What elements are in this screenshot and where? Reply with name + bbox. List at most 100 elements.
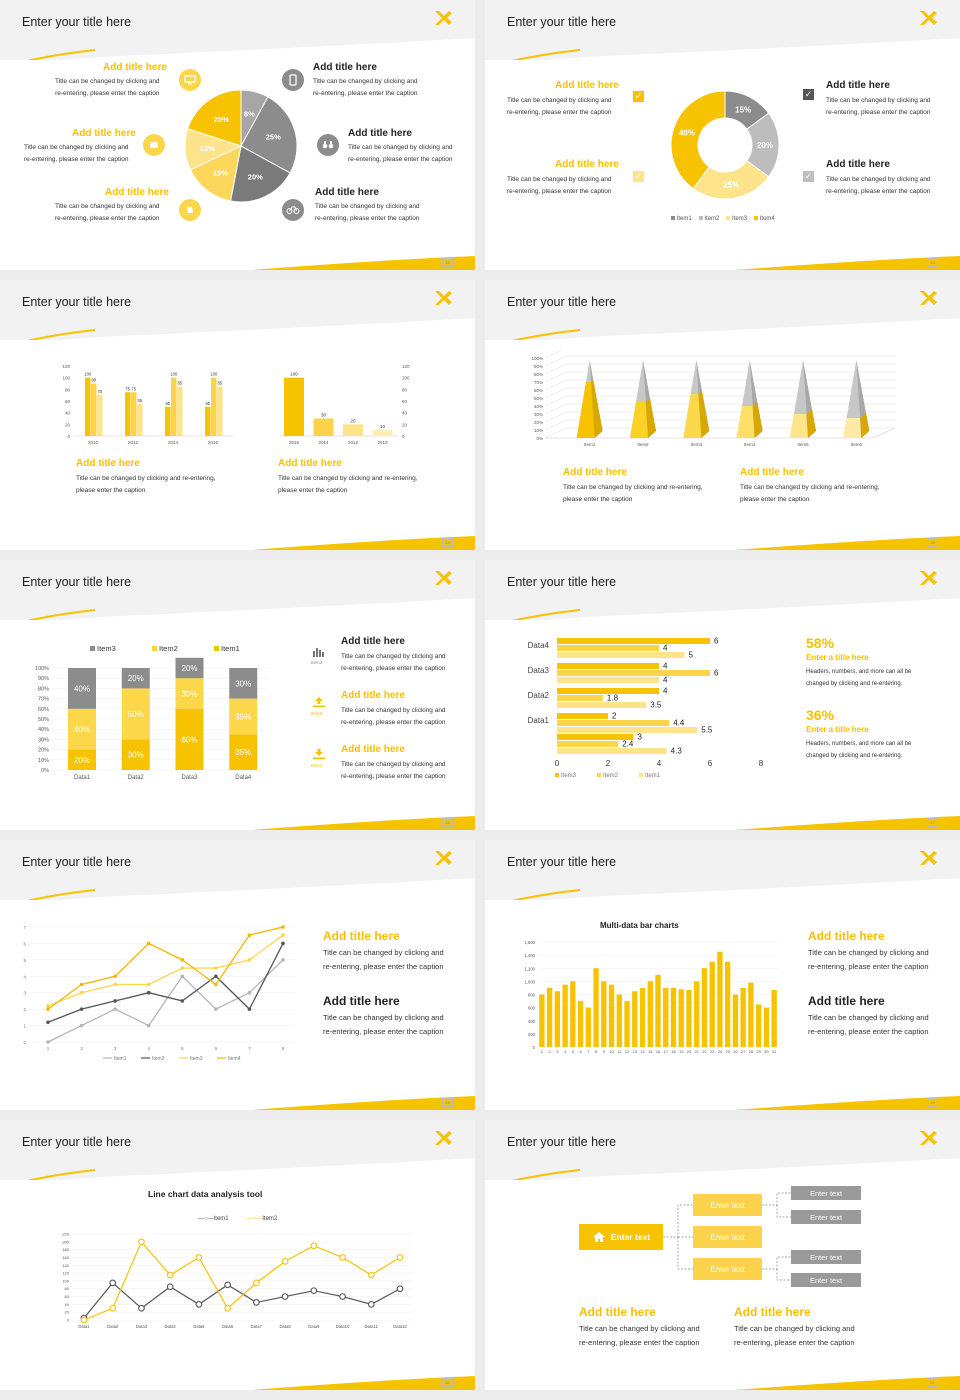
x-tick-label: 21 xyxy=(694,1049,699,1054)
caption-line: please enter the caption xyxy=(740,496,810,503)
slide-13[interactable]: Enter your title here Add title here Tit… xyxy=(485,0,960,270)
bar xyxy=(211,377,217,436)
caption-line: Title can be changed by clicking and xyxy=(55,78,160,85)
page-number: 12 xyxy=(442,258,453,267)
grid-line xyxy=(544,350,564,359)
bottom-band-decoration xyxy=(735,1096,960,1110)
slide-12[interactable]: Enter your title here Add title here Tit… xyxy=(0,0,475,270)
page-number: 13 xyxy=(927,258,938,267)
root-node[interactable]: Enter text xyxy=(579,1224,663,1250)
y-tick-label: 120 xyxy=(62,1271,69,1276)
x-tick-label: 7 xyxy=(587,1049,590,1054)
y-tick-label: 0 xyxy=(402,434,405,439)
bar xyxy=(670,987,677,1047)
y-tick-label: 80 xyxy=(65,1286,70,1291)
x-tick-label: 2010 xyxy=(377,440,388,445)
data-point xyxy=(253,1299,260,1306)
donut-slice xyxy=(670,90,726,190)
x-tick-label: Data3 xyxy=(136,1324,148,1329)
mid-node[interactable]: Enter text xyxy=(693,1258,762,1280)
x-tick-label: 5 xyxy=(572,1049,575,1054)
pie-slice xyxy=(240,96,298,174)
hbar-value: 3 xyxy=(638,733,643,742)
leaf-node[interactable]: Enter text xyxy=(791,1210,861,1224)
data-point xyxy=(253,1279,260,1287)
page-number: 16 xyxy=(442,818,453,827)
x-tick-label: 2012 xyxy=(128,440,139,445)
pyramid-fill-side xyxy=(860,412,870,438)
legend-label: Item3 xyxy=(561,773,577,779)
caption-line: re-entering, please enter the caption xyxy=(313,90,418,97)
pyramid-fill-side xyxy=(806,409,816,438)
donut-label: 40% xyxy=(679,129,695,138)
data-point xyxy=(281,1293,289,1300)
caption-line: Title can be changed by clicking and xyxy=(323,948,444,957)
top-band-decoration xyxy=(0,840,475,900)
legend-label: Item1 xyxy=(645,773,661,779)
bar xyxy=(97,395,103,436)
hbar-value: 6 xyxy=(714,669,719,678)
x-tick-label: 11 xyxy=(617,1049,622,1054)
caption-line: Title can be changed by clicking and xyxy=(341,761,446,768)
slide-21[interactable]: Enter your title here Enter text Enter t… xyxy=(485,1120,960,1390)
grid-line xyxy=(544,403,568,415)
leaf-node[interactable]: Enter text xyxy=(791,1273,861,1287)
bar xyxy=(717,951,723,1047)
y-tick-label: 100 xyxy=(402,376,410,381)
x-logo-icon xyxy=(920,1131,937,1145)
slide-14[interactable]: Enter your title here 0 20 40 60 80 100 120 100… xyxy=(0,280,475,550)
x-tick-label: 31 xyxy=(772,1049,777,1054)
stacked-bar-segment xyxy=(175,678,204,709)
x-tick-label: 18 xyxy=(671,1049,676,1054)
top-band-decoration xyxy=(0,280,475,340)
legend-label: Item3 xyxy=(190,1056,203,1062)
data-point xyxy=(46,1020,50,1025)
segment-label: 20% xyxy=(181,664,197,673)
bar-value: 20 xyxy=(350,418,356,423)
bar xyxy=(593,968,599,1047)
y-tick-label: 400 xyxy=(528,1019,536,1024)
y-tick-label: Data2 xyxy=(528,691,550,700)
caption-line: Title can be changed by clicking and re-… xyxy=(278,475,418,482)
slide-19[interactable]: Enter your title here Multi-data bar cha… xyxy=(485,840,960,1110)
slide-15[interactable]: Enter your title here 0% 10% 20% 30% 40% 50% 6… xyxy=(485,280,960,550)
top-band-decoration xyxy=(485,0,960,60)
item-caption: Title can be changed by clicking and re-e… xyxy=(341,705,446,729)
legend-swatch xyxy=(639,773,643,777)
data-point xyxy=(281,941,285,946)
caption-line: Headers, numbers, and more can all be xyxy=(806,669,912,675)
bar-value: 30 xyxy=(321,413,327,418)
pie-slice xyxy=(187,89,242,147)
slide-20[interactable]: Enter your title here Line chart data an… xyxy=(0,1120,475,1390)
bar xyxy=(137,403,143,436)
x-tick-label: 29 xyxy=(756,1049,761,1054)
data-point xyxy=(214,1007,218,1011)
bar xyxy=(639,987,646,1047)
y-tick-label: 1,000 xyxy=(525,979,536,984)
x-tick-label: 26 xyxy=(733,1049,738,1054)
tree-connectors xyxy=(663,1192,791,1281)
leaf-node[interactable]: Enter text xyxy=(791,1250,861,1264)
slide-16[interactable]: Enter your title here Item3 Item2 Item1 0% 1… xyxy=(0,560,475,830)
data-point xyxy=(80,1316,88,1324)
caption-line: Title can be changed by clicking and xyxy=(826,97,931,104)
pyramid-fill-face xyxy=(843,418,862,438)
x-tick-label: 3 xyxy=(114,1046,117,1051)
data-point xyxy=(247,990,252,995)
item-title: Add title here xyxy=(76,458,140,469)
mid-node[interactable]: Enter text xyxy=(693,1226,762,1248)
hbar-value: 6 xyxy=(714,637,719,646)
y-tick-label: 200 xyxy=(62,1239,69,1244)
slide-17[interactable]: Enter your title here 6 4 5 Data4 4 6 4 Data3 4 1… xyxy=(485,560,960,830)
leaf-node[interactable]: Enter text xyxy=(791,1186,861,1200)
page-number: 18 xyxy=(442,1098,453,1107)
y-tick-label: 100% xyxy=(531,356,543,361)
item-title: Add title here xyxy=(341,690,405,701)
caption-line: Title can be changed by clicking and xyxy=(341,653,446,660)
slide-18[interactable]: Enter your title here 0 1 2 3 4 5 6 7 1 2 3 4 5 6 7 8 It… xyxy=(0,840,475,1110)
mid-node[interactable]: Enter text xyxy=(693,1194,762,1216)
caption-line: Title can be changed by clicking and xyxy=(826,176,931,183)
y-tick-label: 60 xyxy=(65,1294,70,1299)
x-tick-label: Item4 xyxy=(744,442,756,447)
x-tick-label: 2012 xyxy=(348,440,359,445)
